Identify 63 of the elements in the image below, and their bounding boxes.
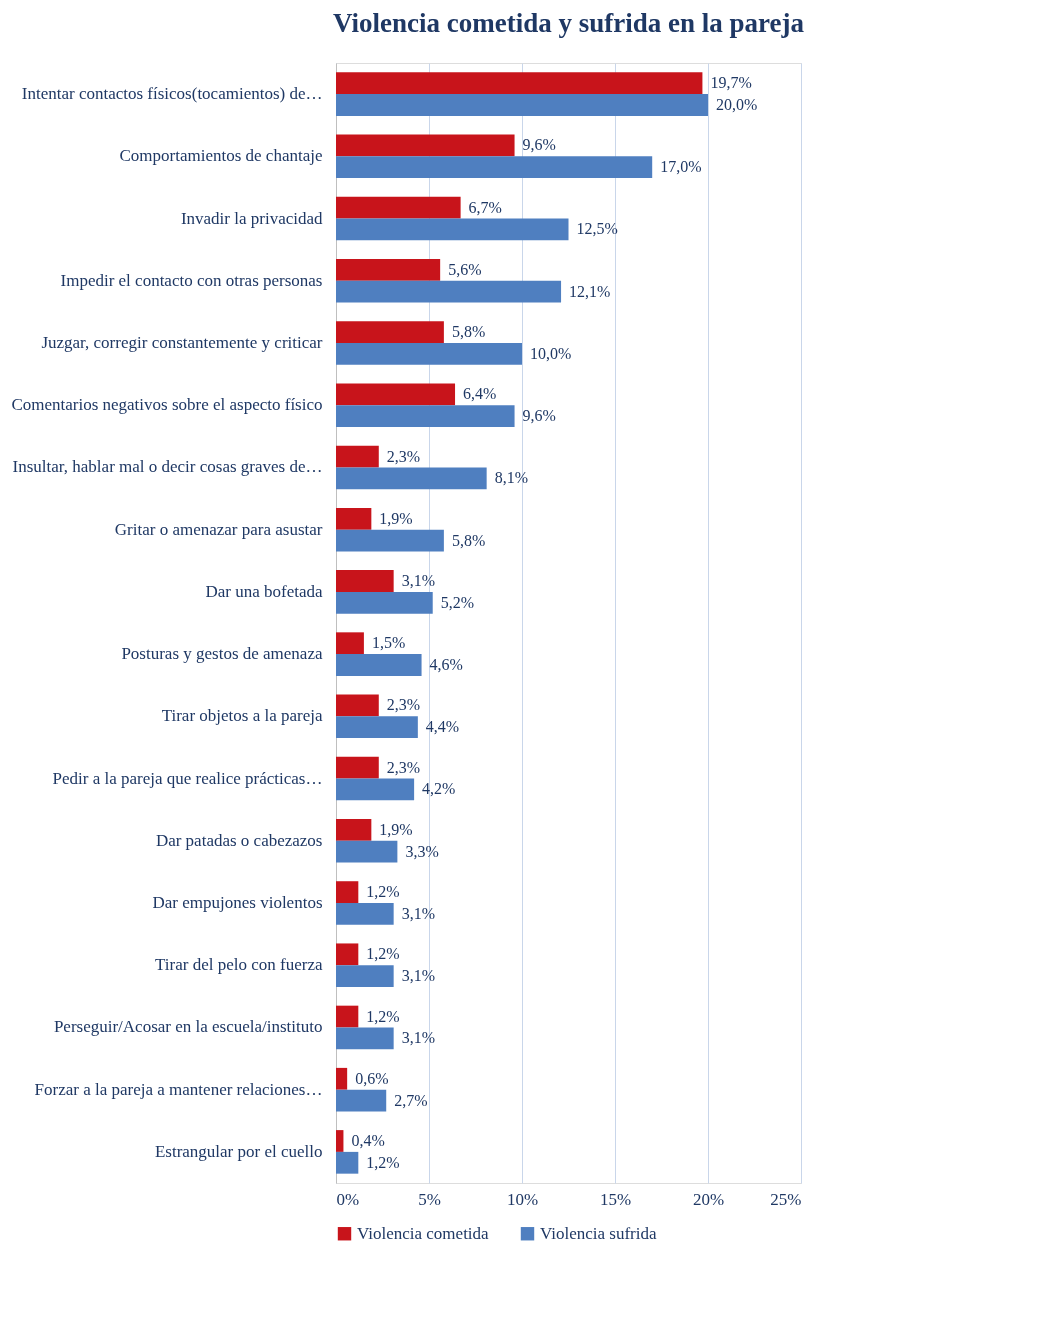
data-label: 6,4%: [463, 385, 497, 403]
data-label: 20,0%: [716, 96, 758, 113]
chart-title: Violencia cometida y sufrida en la pareja: [333, 8, 805, 38]
y-tick-label: Pedir a la pareja que realice prácticas…: [52, 768, 323, 788]
x-tick-label: 20%: [692, 1189, 725, 1209]
data-label: 4,2%: [422, 780, 456, 798]
data-label: 1,9%: [379, 820, 413, 838]
data-label: 5,8%: [451, 531, 486, 549]
data-label: 3,3%: [405, 842, 439, 860]
data-label: 3,1%: [401, 572, 435, 589]
data-label: 9,6%: [522, 407, 556, 425]
data-label: 4,4%: [425, 718, 460, 736]
y-tick-label: Juzgar, corregir constantemente y criticar: [41, 333, 323, 352]
x-tick-label: 25%: [770, 1189, 802, 1209]
data-label: 1,5%: [371, 634, 406, 652]
data-label: 5,2%: [440, 593, 475, 611]
data-label: 1,2%: [366, 1007, 400, 1025]
data-label: 0,6%: [355, 1069, 389, 1087]
y-tick-label: Perseguir/Acosar en la escuela/instituto: [53, 1017, 323, 1037]
y-tick-label: Forzar a la pareja a mantener relaciones…: [34, 1079, 323, 1099]
data-label: 19,7%: [710, 74, 752, 92]
data-label: 5,8%: [451, 323, 486, 341]
y-tick-label: Gritar o amenazar para asustar: [114, 519, 323, 539]
x-tick-label: 10%: [506, 1189, 539, 1209]
y-tick-label: Comportamientos de chantaje: [119, 146, 323, 166]
data-label: 3,1%: [401, 967, 435, 985]
y-tick-label: Dar patadas o cabezazos: [155, 830, 323, 850]
y-tick-label: Tirar objetos a la pareja: [161, 706, 323, 726]
data-label: 3,1%: [401, 904, 435, 922]
data-label: 0,4%: [351, 1132, 385, 1149]
data-label: 2,7%: [394, 1091, 428, 1109]
y-tick-label: Comentarios negativos sobre el aspecto físico: [11, 395, 323, 415]
y-tick-label: Posturas y gestos de amenaza: [121, 644, 323, 664]
y-tick-label: Dar empujones violentos: [152, 893, 323, 912]
data-label: 8,1%: [494, 469, 528, 487]
data-label: 10,0%: [530, 344, 572, 362]
y-tick-label: Dar una bofetada: [205, 581, 323, 601]
data-label: 1,2%: [366, 945, 400, 963]
data-label: 4,6%: [429, 656, 463, 673]
y-tick-label: Tirar del pelo con fuerza: [155, 955, 323, 975]
y-tick-label: Invadir la privacidad: [180, 208, 323, 228]
data-label: 17,0%: [660, 158, 702, 176]
x-tick-label: 5%: [418, 1189, 441, 1209]
data-label: 2,3%: [386, 696, 421, 714]
x-tick-label: 15%: [599, 1189, 632, 1209]
data-label: 9,6%: [522, 136, 556, 154]
data-label: 5,6%: [448, 260, 482, 278]
legend-label: Violencia cometida: [357, 1223, 490, 1243]
y-tick-label: Intentar contactos físicos(tocamientos) de…: [21, 84, 323, 104]
data-label: 6,7%: [468, 198, 502, 216]
legend-label: Violencia sufrida: [540, 1223, 657, 1243]
data-label: 1,9%: [379, 509, 413, 527]
data-label: 1,2%: [366, 1153, 400, 1171]
y-tick-label: Estrangular por el cuello: [154, 1141, 323, 1161]
y-tick-label: Insultar, hablar mal o decir cosas graves de…: [12, 457, 323, 477]
y-tick-label: Impedir el contacto con otras personas: [60, 270, 323, 290]
data-label: 12,5%: [576, 220, 618, 238]
data-label: 2,3%: [386, 447, 421, 465]
data-label: 3,1%: [401, 1029, 435, 1047]
data-label: 12,1%: [569, 282, 611, 300]
x-tick-label: 0%: [336, 1189, 360, 1209]
data-label: 1,2%: [366, 883, 400, 901]
data-label: 2,3%: [386, 758, 421, 776]
